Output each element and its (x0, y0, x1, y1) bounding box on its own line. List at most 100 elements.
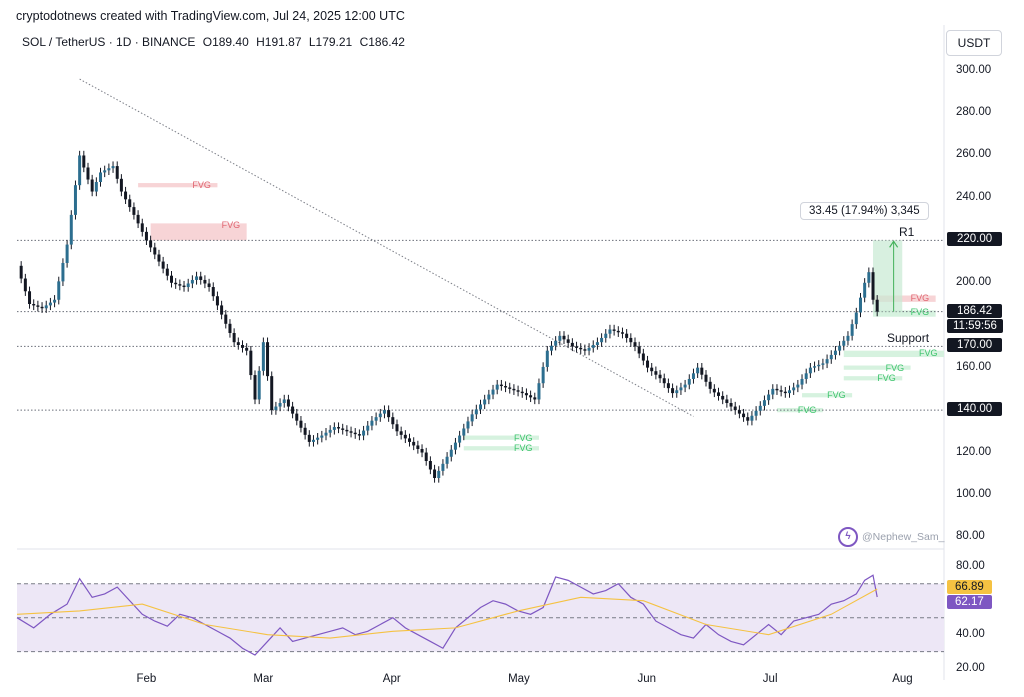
candle-body (195, 276, 199, 280)
time-tick-label-4: Jun (637, 673, 657, 685)
candle-body (174, 282, 178, 285)
candle-body (291, 406, 295, 414)
level-name-2: Support (887, 331, 930, 346)
candle-body (186, 283, 190, 288)
candle-body (199, 276, 203, 280)
candle-body (604, 333, 608, 338)
candle-body (579, 347, 583, 350)
candle-body (215, 296, 219, 306)
time-tick-label-2: Apr (382, 673, 401, 685)
fvg-zone-2 (873, 295, 936, 302)
candle-body (850, 324, 854, 336)
candle-body (821, 363, 825, 365)
candle-body (587, 347, 591, 351)
candle-body (838, 345, 842, 351)
candle-body (487, 394, 491, 400)
candle-body (508, 387, 512, 389)
candle-body (633, 342, 637, 347)
fvg-label-0: FVG (192, 180, 211, 191)
candle-body (332, 427, 336, 430)
candle-body (733, 406, 737, 411)
candle-body (23, 278, 27, 292)
candle-body (445, 456, 449, 464)
fvg-label-4: FVG (919, 347, 938, 358)
candle-body (144, 231, 148, 241)
candle-body (583, 349, 587, 351)
candle-body (224, 314, 228, 324)
candle-body (261, 342, 265, 371)
candle-body (303, 427, 307, 435)
price-tick-label-1: 280.00 (956, 106, 992, 119)
candle-body (307, 434, 311, 442)
candle-body (65, 244, 69, 263)
fvg-label-3: FVG (910, 307, 930, 318)
candle-body (403, 434, 407, 439)
candle-body (529, 395, 533, 398)
candle-body (311, 439, 315, 442)
candle-body (512, 388, 516, 391)
candle-body (833, 350, 837, 355)
candle-body (717, 392, 721, 396)
attribution-text: cryptodotnews created with TradingView.c… (16, 9, 405, 23)
candle-body (282, 399, 286, 404)
candle-body (286, 399, 290, 407)
candle-body (111, 166, 115, 169)
candle-body (115, 166, 119, 179)
candle-body (353, 432, 357, 435)
candle-body (863, 282, 867, 298)
candle-body (758, 405, 762, 411)
candle-body (140, 223, 144, 232)
candle-body (854, 312, 858, 325)
candle-body (762, 400, 766, 406)
fvg-zone-5 (843, 365, 911, 370)
currency-button[interactable]: USDT (946, 30, 1002, 56)
candle-body (433, 469, 437, 478)
candle-body (136, 214, 140, 224)
lightning-logo-icon: ϟ (838, 527, 858, 547)
candle-body (399, 431, 403, 435)
candle-body (620, 332, 624, 334)
candle-body (483, 399, 487, 405)
candle-body (441, 463, 445, 471)
candle-body (370, 420, 374, 426)
candle-body (90, 179, 94, 192)
candle-body (796, 384, 800, 388)
candle-body (228, 323, 232, 333)
price-tick-label-3: 240.00 (956, 190, 992, 203)
candle-body (449, 449, 453, 457)
watermark-text: @Nephew_Sam_ (862, 531, 945, 543)
candle-body (416, 445, 420, 449)
candle-body (178, 284, 182, 286)
candle-body (867, 272, 871, 283)
candle-body (875, 299, 879, 312)
candle-body (249, 350, 253, 376)
candle-body (44, 305, 48, 309)
candle-body (474, 409, 478, 415)
candle-body (387, 410, 391, 418)
candle-body (499, 384, 503, 387)
candle-body (458, 435, 462, 443)
price-tick-label-9: 80.00 (956, 530, 985, 543)
candle-body (232, 332, 236, 343)
candle-body (132, 207, 136, 215)
candle-body (153, 247, 157, 255)
candle-body (545, 350, 549, 367)
fvg-zone-0 (138, 183, 218, 188)
candle-body (182, 285, 186, 288)
price-tick-label-7: 120.00 (956, 445, 992, 458)
fvg-zones (138, 183, 944, 451)
time-tick-label-1: Mar (253, 673, 274, 685)
candle-body (395, 424, 399, 432)
candle-body (424, 452, 428, 462)
candle-body (207, 283, 211, 288)
candle-body (691, 373, 695, 379)
candle-body (190, 279, 194, 284)
price-tick-label-2: 260.00 (956, 148, 992, 161)
candle-body (357, 434, 361, 436)
level-price-tag-1: 186.42 (947, 303, 1003, 318)
candle-body (846, 335, 850, 341)
candle-body (19, 265, 23, 279)
candle-body (240, 345, 244, 348)
